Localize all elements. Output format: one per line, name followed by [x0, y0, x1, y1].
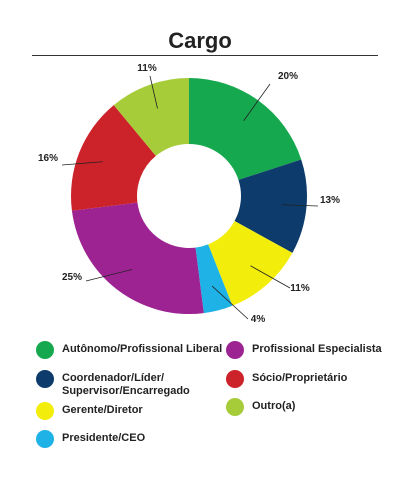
page-title: Cargo: [168, 28, 232, 53]
legend-label-1: Coordenador/Líder/ Supervisor/Encarregad…: [62, 372, 190, 397]
legend-label-6: Outro(a): [252, 400, 296, 412]
legend-label-2: Gerente/Diretor: [62, 404, 143, 416]
leader-line-4: [85, 269, 133, 282]
data-label-3: 4%: [251, 314, 266, 325]
legend-swatch-6: [226, 398, 244, 416]
legend-label-4: Profissional Especialista: [252, 343, 382, 355]
data-label-6: 11%: [137, 63, 157, 74]
legend-swatch-0: [36, 341, 54, 359]
title-divider: [32, 55, 378, 56]
leader-line-6: [149, 75, 158, 109]
data-label-2: 11%: [290, 283, 310, 294]
leader-line-0: [243, 83, 271, 121]
legend-swatch-3: [36, 430, 54, 448]
legend-item-4: Profissional Especialista: [226, 341, 382, 359]
legend-swatch-1: [36, 370, 54, 388]
data-label-1: 13%: [320, 195, 340, 206]
legend-swatch-5: [226, 370, 244, 388]
legend-item-3: Presidente/CEO: [36, 430, 145, 448]
legend-label-3: Presidente/CEO: [62, 432, 146, 444]
data-label-0: 20%: [278, 71, 298, 82]
data-label-5: 16%: [38, 153, 58, 164]
legend-label-0: Autônomo/Profissional Liberal: [62, 343, 223, 355]
leader-line-5: [61, 161, 103, 166]
legend-item-5: Sócio/Proprietário: [226, 370, 347, 388]
slice-0: [189, 78, 302, 180]
donut-chart: 20% 13% 11% 4% 25% 16% 11%: [38, 63, 340, 325]
slice-6: [113, 78, 189, 156]
leader-line-3: [211, 285, 249, 320]
legend-swatch-4: [226, 341, 244, 359]
slice-2: [208, 221, 293, 306]
legend-item-1: Coordenador/Líder/ Supervisor/Encarregad…: [36, 370, 190, 398]
legend-item-0: Autônomo/Profissional Liberal: [36, 341, 222, 359]
slice-4: [71, 202, 204, 314]
data-label-4: 25%: [62, 272, 82, 283]
legend-item-2: Gerente/Diretor: [36, 402, 143, 420]
legend-item-6: Outro(a): [226, 398, 295, 416]
leader-line-2: [250, 265, 291, 289]
slice-5: [70, 105, 156, 211]
slice-1: [234, 159, 307, 253]
legend-swatch-2: [36, 402, 54, 420]
legend-label-5: Sócio/Proprietário: [252, 372, 348, 384]
leader-line-1: [281, 204, 319, 207]
